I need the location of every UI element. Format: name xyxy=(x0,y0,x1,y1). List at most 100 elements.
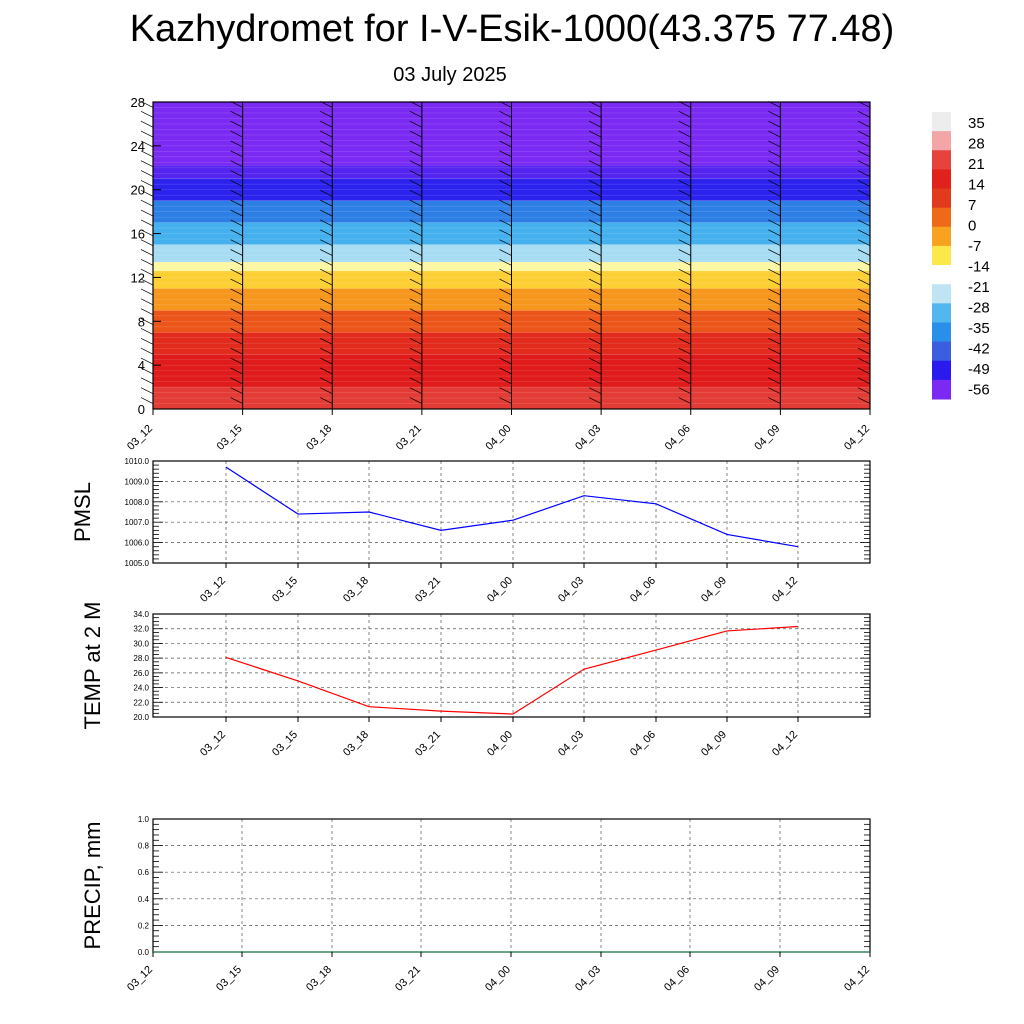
x-tick-label: 04_06 xyxy=(628,729,658,759)
wind-barb-tick xyxy=(857,189,871,197)
wind-barb-tick xyxy=(678,209,691,217)
wind-barb-tick xyxy=(678,308,691,316)
wind-barb-tick xyxy=(678,140,691,148)
wind-barb-tick xyxy=(857,397,871,404)
wind-barb-tick xyxy=(678,318,691,325)
wind-barb-tick xyxy=(409,130,423,138)
wind-barb-tick xyxy=(588,328,602,335)
y-tick-label: 16 xyxy=(131,227,145,242)
x-tick-label: 04_00 xyxy=(485,729,515,759)
wind-barb-tick xyxy=(588,160,602,168)
x-tick-label: 04_06 xyxy=(662,964,692,994)
wind-barb-tick xyxy=(588,209,602,217)
wind-barb-tick xyxy=(499,397,512,404)
wind-barb-tick xyxy=(140,367,154,375)
x-tick-label: 03_15 xyxy=(270,575,300,605)
x-tick-label: 03_21 xyxy=(413,575,443,605)
wind-barb-tick xyxy=(230,120,243,128)
wind-barb-tick xyxy=(588,288,602,296)
wind-barb-tick xyxy=(409,308,423,316)
wind-barb-tick xyxy=(768,318,781,325)
colorbar-swatch xyxy=(932,131,951,151)
x-tick-label: 04_06 xyxy=(628,575,658,605)
y-axis-label: PMSL xyxy=(70,482,95,542)
wind-barb-tick xyxy=(857,150,871,158)
wind-barb-tick xyxy=(678,150,691,158)
y-tick-label: 0.2 xyxy=(138,921,150,930)
wind-barb-tick xyxy=(320,397,333,404)
wind-barb-tick xyxy=(678,189,691,197)
wind-barb-tick xyxy=(678,120,691,128)
wind-barb-tick xyxy=(499,337,512,345)
wind-barb-tick xyxy=(768,298,781,306)
colorbar-label: 28 xyxy=(968,136,985,153)
wind-barb-tick xyxy=(409,357,423,365)
wind-barb-tick xyxy=(230,268,243,276)
colorbar-label: -56 xyxy=(968,382,990,399)
wind-barb-tick xyxy=(768,367,781,375)
x-tick-label: 04_00 xyxy=(485,575,515,605)
wind-barb-tick xyxy=(678,239,691,246)
wind-barb-tick xyxy=(230,387,243,394)
colorbar-swatch xyxy=(932,360,951,381)
wind-barb-tick xyxy=(140,328,154,335)
x-tick-label: 03_12 xyxy=(198,575,228,605)
wind-barb-tick xyxy=(588,278,602,286)
wind-barb-tick xyxy=(857,278,871,286)
colorbar-swatch xyxy=(932,341,951,362)
wind-barb-tick xyxy=(499,278,512,286)
wind-barb-tick xyxy=(768,130,781,138)
wind-barb-column xyxy=(588,101,602,409)
wind-barb-tick xyxy=(320,111,333,118)
wind-barb-tick xyxy=(588,180,602,187)
wind-barb-tick xyxy=(230,140,243,148)
wind-barb-tick xyxy=(320,298,333,306)
wind-barb-tick xyxy=(409,397,423,404)
wind-barb-tick xyxy=(320,239,333,246)
plot-frame xyxy=(152,613,871,718)
y-tick-label: 8 xyxy=(138,314,145,329)
line-panel: 20.0 22.0 24.0 26.0 28.0 30.0 32.0 34.0 TEMP at … xyxy=(80,602,871,759)
wind-barb-tick xyxy=(320,387,333,394)
wind-barb-tick xyxy=(768,239,781,246)
wind-barb-tick xyxy=(678,278,691,286)
wind-barb-tick xyxy=(499,180,512,187)
colorbar-label: -35 xyxy=(968,320,990,337)
colorbar-label: -28 xyxy=(968,300,990,317)
wind-barb-tick xyxy=(588,337,602,345)
wind-barb-column xyxy=(678,101,692,409)
wind-barb-tick xyxy=(588,357,602,365)
colorbar-label: 0 xyxy=(968,218,976,235)
wind-barb-tick xyxy=(320,170,333,177)
y-tick-label: 0.8 xyxy=(138,842,150,851)
wind-barb-tick xyxy=(140,288,154,296)
wind-barb-tick xyxy=(768,259,781,266)
x-tick-label: 04_06 xyxy=(663,423,693,453)
wind-barb-tick xyxy=(857,298,871,306)
wind-barb-tick xyxy=(588,120,602,128)
wind-barb-tick xyxy=(588,199,602,207)
y-tick-label: 0.0 xyxy=(138,948,150,957)
wind-barb-tick xyxy=(140,140,154,148)
colorbar-label: -7 xyxy=(968,238,981,255)
y-tick-label: 22.0 xyxy=(133,698,149,707)
wind-barb-tick xyxy=(588,130,602,138)
x-tick-label: 03_15 xyxy=(214,964,244,994)
wind-barb-tick xyxy=(409,367,423,375)
wind-barb-tick xyxy=(588,150,602,158)
wind-barb-tick xyxy=(320,367,333,375)
wind-barb-tick xyxy=(230,209,243,217)
wind-barb-tick xyxy=(409,288,423,296)
y-tick-label: 1006.0 xyxy=(125,539,150,548)
wind-barb-tick xyxy=(857,199,871,207)
wind-barb-tick xyxy=(588,268,602,276)
colorbar-label: 35 xyxy=(968,115,985,132)
x-tick-label: 03_21 xyxy=(393,964,423,994)
wind-barb-tick xyxy=(409,387,423,394)
y-tick-label: 20 xyxy=(131,183,145,198)
y-tick-label: 28.0 xyxy=(133,654,149,663)
wind-barb-tick xyxy=(499,239,512,246)
wind-barb-tick xyxy=(140,259,154,266)
wind-barb-tick xyxy=(409,239,423,246)
wind-barb-tick xyxy=(768,209,781,217)
